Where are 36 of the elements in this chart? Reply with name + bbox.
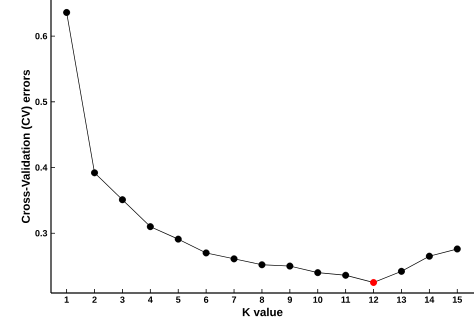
- x-tick-label: 9: [288, 296, 292, 303]
- x-tick-label: 10: [313, 296, 322, 303]
- y-axis-title: Cross-Validation (CV) errors: [21, 70, 32, 224]
- point: [174, 236, 182, 243]
- x-tick-label: 4: [148, 296, 153, 303]
- point: [118, 196, 126, 204]
- y-tick-label: 0.6: [35, 32, 48, 40]
- x-tick-label: 12: [369, 296, 378, 303]
- point: [286, 262, 294, 270]
- x-tick-label: 1: [64, 296, 69, 303]
- x-tick-label: 3: [120, 296, 125, 303]
- y-tick-label: 0.4: [35, 164, 48, 171]
- y-tick-label: 0.5: [35, 98, 48, 106]
- x-tick-label: 5: [176, 296, 180, 303]
- x-tick-label: 14: [424, 296, 434, 303]
- point: [426, 252, 433, 260]
- x-tick-label: 6: [204, 296, 208, 303]
- x-tick-label: 8: [260, 296, 264, 303]
- point: [63, 8, 70, 16]
- x-tick-label: 11: [341, 296, 350, 303]
- point: [146, 223, 154, 230]
- point: [258, 261, 266, 268]
- x-axis-title: K value: [242, 308, 283, 316]
- point: [230, 255, 238, 262]
- point: [314, 269, 322, 276]
- point: [398, 268, 405, 275]
- y-tick-label: 0.3: [35, 230, 48, 236]
- x-tick-label: 7: [232, 296, 236, 303]
- point: [342, 272, 350, 279]
- x-tick-label: 2: [92, 296, 97, 303]
- point: [91, 169, 98, 176]
- x-tick-label: 15: [452, 296, 462, 303]
- point: [454, 245, 461, 252]
- point: [370, 278, 378, 286]
- x-tick-label: 13: [397, 296, 406, 303]
- point: [202, 249, 210, 256]
